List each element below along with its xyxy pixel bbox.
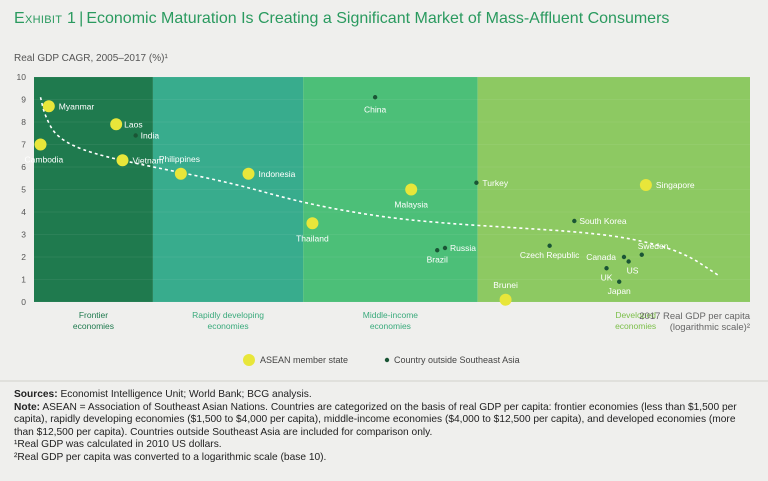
label-indonesia: Indonesia xyxy=(259,169,296,179)
band-label-developed: economies xyxy=(615,321,656,331)
label-malaysia: Malaysia xyxy=(394,200,428,210)
label-thailand: Thailand xyxy=(296,233,329,243)
label-canada: Canada xyxy=(586,252,616,262)
band-label-developed: Developed xyxy=(615,310,656,320)
point-cambodia xyxy=(34,138,47,151)
title-separator: | xyxy=(79,10,84,27)
label-myanmar: Myanmar xyxy=(59,101,95,111)
footnote-1: ¹Real GDP was calculated in 2010 US doll… xyxy=(14,439,222,451)
label-brazil: Brazil xyxy=(427,254,448,264)
title-text: Economic Maturation Is Creating a Signif… xyxy=(86,10,670,27)
y-axis-title: Real GDP CAGR, 2005–2017 (%)¹ xyxy=(14,53,168,64)
point-brunei xyxy=(499,293,512,306)
point-czech-republic xyxy=(547,243,552,248)
footnote-2: ²Real GDP per capita was converted to a … xyxy=(14,451,327,463)
label-vietnam: Vietnam xyxy=(133,155,164,165)
point-malaysia xyxy=(405,183,418,196)
point-indonesia xyxy=(242,167,255,180)
band-label-rapidly-developing: economies xyxy=(207,321,248,331)
y-tick-label: 3 xyxy=(21,230,26,240)
label-japan: Japan xyxy=(608,286,631,296)
band-label-rapidly-developing: Rapidly developing xyxy=(192,310,264,320)
point-singapore xyxy=(639,179,652,191)
point-turkey xyxy=(474,180,479,185)
band-frontier xyxy=(34,77,153,302)
point-laos xyxy=(110,118,123,131)
label-turkey: Turkey xyxy=(482,178,508,188)
legend-outside-marker xyxy=(384,357,390,363)
y-tick-label: 8 xyxy=(21,117,26,127)
band-label-frontier: Frontier xyxy=(79,310,108,320)
label-singapore: Singapore xyxy=(656,180,695,190)
point-canada xyxy=(621,254,627,260)
label-brunei: Brunei xyxy=(493,280,518,290)
legend-asean-marker xyxy=(243,354,255,366)
x-axis-title: 2017 Real GDP per capita xyxy=(639,311,750,322)
label-sweden: Sweden xyxy=(638,241,669,251)
y-tick-label: 4 xyxy=(21,207,26,217)
y-tick-label: 1 xyxy=(21,275,26,285)
y-tick-label: 2 xyxy=(21,252,26,262)
point-south-korea xyxy=(572,218,577,224)
y-tick-label: 6 xyxy=(21,162,26,172)
label-south-korea: South Korea xyxy=(579,216,627,226)
label-cambodia: Cambodia xyxy=(25,155,64,165)
band-label-middle-income: economies xyxy=(370,321,411,331)
label-china: China xyxy=(364,104,386,114)
band-developed xyxy=(477,77,750,302)
point-vietnam xyxy=(116,154,129,167)
legend-asean-label: ASEAN member state xyxy=(260,355,348,365)
point-thailand xyxy=(306,217,319,230)
y-tick-label: 10 xyxy=(17,72,27,82)
point-japan xyxy=(616,279,622,284)
y-tick-label: 0 xyxy=(21,297,26,307)
point-brazil xyxy=(435,248,440,253)
trendline xyxy=(39,97,719,276)
point-india xyxy=(133,133,138,138)
point-myanmar xyxy=(42,100,55,113)
note-label: Note: xyxy=(14,401,41,413)
label-laos: Laos xyxy=(124,119,142,129)
y-tick-label: 9 xyxy=(21,95,26,105)
band-label-frontier: economies xyxy=(73,321,114,331)
y-tick-label: 7 xyxy=(21,140,26,150)
label-uk: UK xyxy=(601,272,613,282)
band-middle-income xyxy=(303,77,478,302)
label-czech-republic: Czech Republic xyxy=(520,250,580,260)
x-axis-title: (logarithmic scale)² xyxy=(670,322,750,333)
exhibit-number: Exhibit 1 xyxy=(14,10,77,27)
label-philippines: Philippines xyxy=(159,154,200,164)
band-rapidly-developing xyxy=(152,77,304,302)
note-text: ASEAN = Association of Southeast Asian N… xyxy=(14,401,737,438)
point-china xyxy=(372,95,378,100)
sources-label: Sources: xyxy=(14,389,58,400)
label-us: US xyxy=(627,266,639,276)
point-uk xyxy=(604,266,609,271)
point-us xyxy=(626,259,631,264)
point-philippines xyxy=(174,167,187,180)
band-label-middle-income: Middle-income xyxy=(363,310,419,320)
sources-text: Economist Intelligence Unit; World Bank;… xyxy=(60,389,312,400)
point-sweden xyxy=(639,252,644,257)
label-russia: Russia xyxy=(450,243,476,253)
footer: Sources: Economist Intelligence Unit; Wo… xyxy=(14,389,756,465)
label-india: India xyxy=(141,131,160,141)
point-russia xyxy=(442,245,448,251)
legend-outside-label: Country outside Southeast Asia xyxy=(394,355,520,365)
y-tick-label: 5 xyxy=(21,185,26,195)
exhibit-title: Exhibit 1 | Economic Maturation Is Creatin… xyxy=(14,10,669,28)
